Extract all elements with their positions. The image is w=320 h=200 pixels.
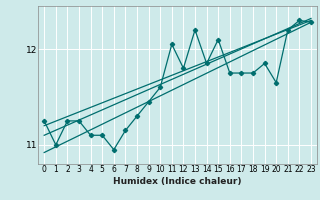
X-axis label: Humidex (Indice chaleur): Humidex (Indice chaleur): [113, 177, 242, 186]
